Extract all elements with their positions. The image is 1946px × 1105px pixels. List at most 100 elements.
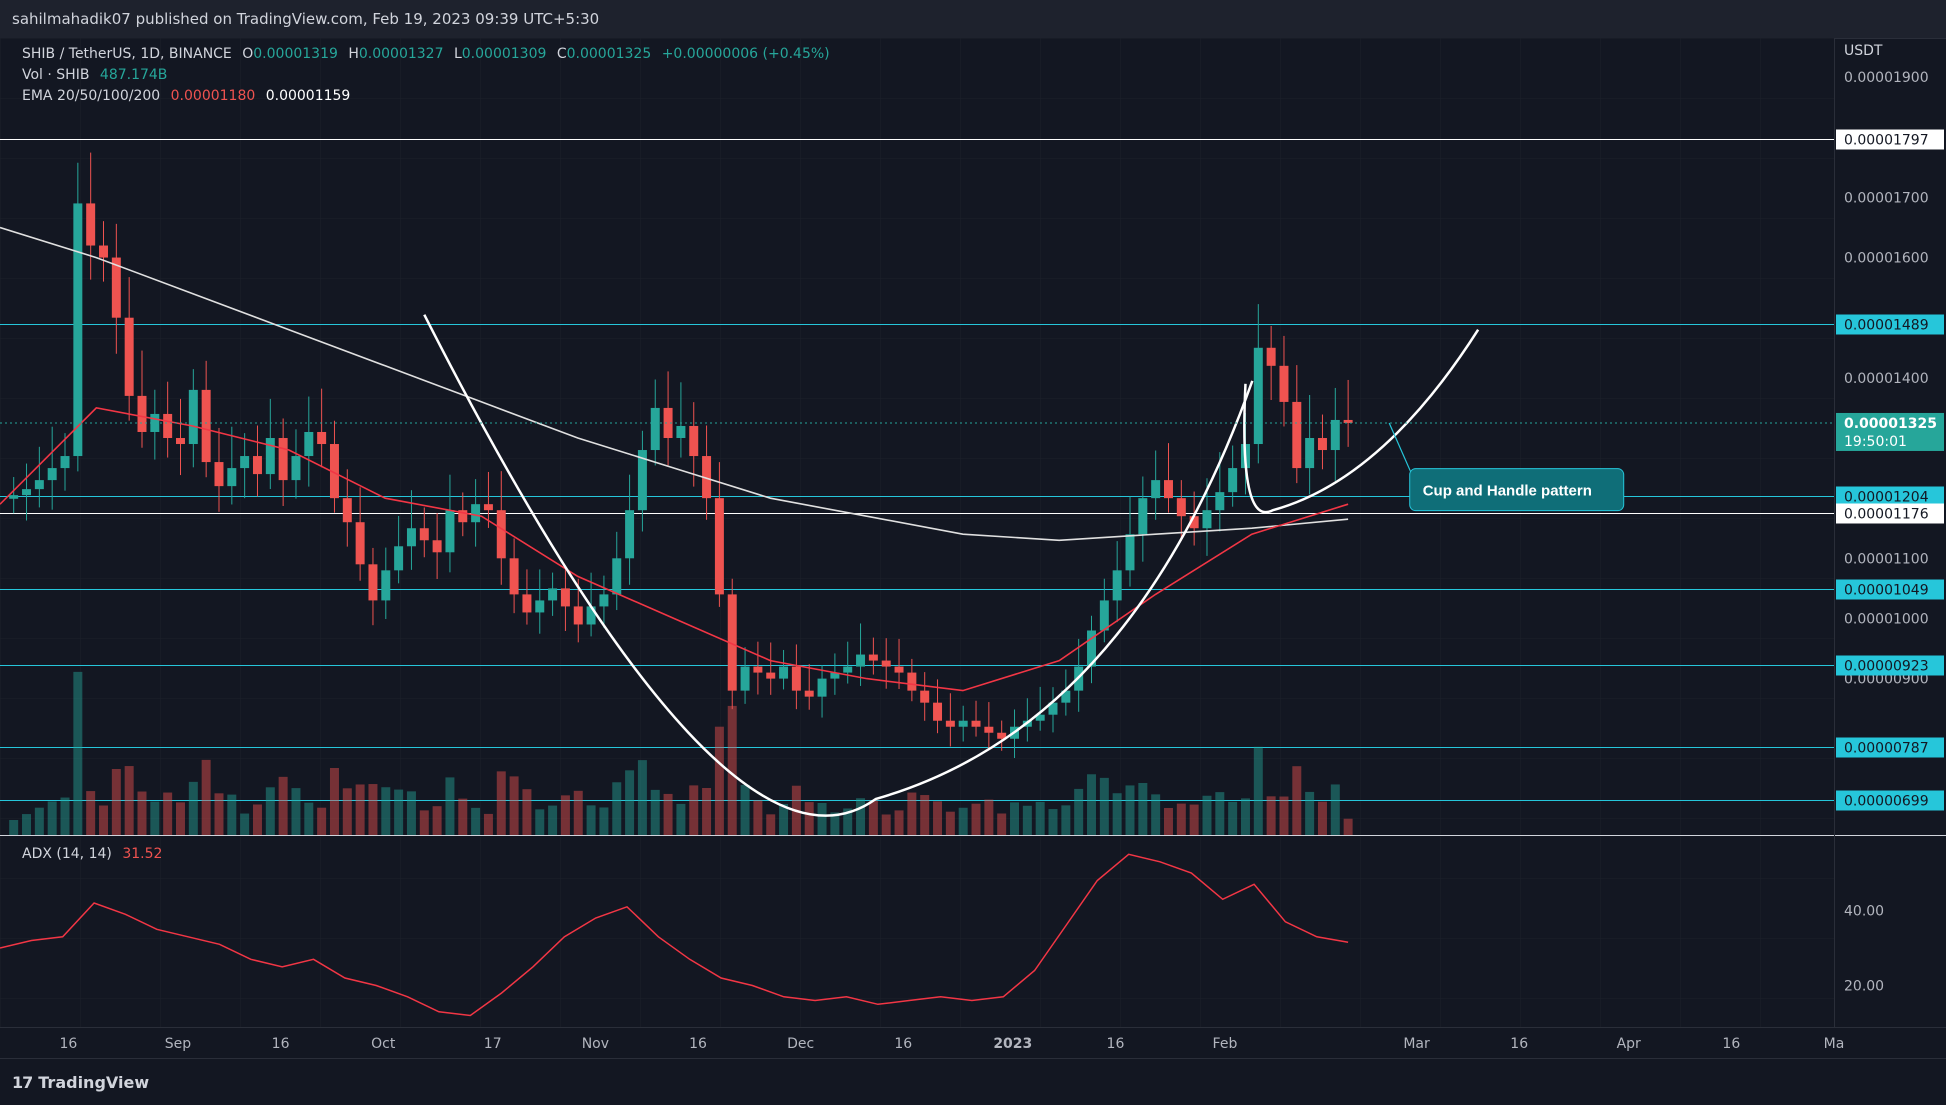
candle-body <box>1035 714 1045 721</box>
callout-box[interactable] <box>1409 468 1625 512</box>
price-level-label: 0.00001204 <box>1844 490 1929 506</box>
candle-body <box>868 654 878 661</box>
time-tick-label: 17 <box>484 1036 502 1052</box>
candle-body <box>381 570 391 601</box>
adx-line <box>0 853 1349 1017</box>
cup-handle-callout[interactable]: Cup and Handle pattern <box>1409 468 1625 512</box>
candle-body <box>560 588 570 607</box>
volume-bar <box>188 781 198 835</box>
volume-bar <box>227 794 237 835</box>
candle-body <box>676 425 686 439</box>
adx-grid <box>0 837 1834 1027</box>
legend-ema-row: EMA 20/50/100/200 0.00001180 0.00001159 <box>22 88 350 104</box>
time-tick-label: 2023 <box>993 1036 1032 1052</box>
candle-body <box>535 600 545 613</box>
volume-bar <box>60 797 70 835</box>
volume-bar <box>329 768 339 835</box>
volume-bar <box>766 814 776 835</box>
low-label: L <box>453 46 462 62</box>
candle-body <box>483 504 493 511</box>
time-axis[interactable]: 16 Sep 16 Oct 17 Nov 16 Dec 16 2023 16 Feb Mar 16 Apr 1… <box>60 1036 1845 1052</box>
volume-bar <box>637 760 647 835</box>
volume-bar <box>1228 801 1238 835</box>
time-tick-label: Sep <box>165 1036 192 1052</box>
price-tick-label: 0.00001700 <box>1844 190 1929 206</box>
volume-bar <box>856 798 866 835</box>
volume-bar <box>1189 804 1199 835</box>
candle-body <box>791 666 801 691</box>
volume-bar <box>740 784 750 835</box>
adx-scale[interactable]: 40.00 20.00 <box>1844 904 1884 995</box>
candle-body <box>1215 492 1225 511</box>
tradingview-logo[interactable]: 17 TradingView <box>12 1073 149 1092</box>
candle-body <box>689 425 699 457</box>
chart-svg[interactable]: Cup and Handle pattern USDT 0.00001900 0.… <box>0 38 1946 1058</box>
candle-body <box>612 558 622 595</box>
legend-adx-row: ADX (14, 14) 31.52 <box>22 846 162 862</box>
candle-body <box>958 720 968 727</box>
volume-bar <box>34 807 44 835</box>
volume-bar <box>509 776 519 835</box>
volume-bar <box>317 807 327 835</box>
volume-bar <box>22 814 32 835</box>
volume-bar <box>650 789 660 835</box>
candle-body <box>419 528 429 541</box>
volume-bar <box>676 803 686 835</box>
candle-body <box>432 540 442 553</box>
adx-label: ADX (14, 14) <box>22 846 112 862</box>
time-tick-label: 16 <box>1722 1036 1740 1052</box>
adx-tick-label: 40.00 <box>1844 904 1884 920</box>
candle-body <box>1228 468 1238 493</box>
volume-label: Vol · SHIB <box>22 67 90 83</box>
volume-bar <box>894 810 904 835</box>
candle-body <box>1125 534 1135 571</box>
volume-bar <box>1099 777 1109 835</box>
candle-body <box>971 720 981 727</box>
volume-bar <box>1240 798 1250 835</box>
candle-body <box>1163 480 1173 499</box>
volume-bar <box>663 793 673 835</box>
volume-bar <box>150 801 160 835</box>
current-price-value: 0.00001325 <box>1844 416 1937 432</box>
candle-body <box>265 438 275 475</box>
candle-body <box>471 504 481 523</box>
candle-body <box>907 672 917 691</box>
candle-body <box>394 546 404 571</box>
candle-body <box>34 480 44 490</box>
candle-body <box>304 431 314 457</box>
volume-bar <box>548 805 558 835</box>
volume-bar <box>355 784 365 835</box>
price-unit: USDT <box>1844 43 1883 59</box>
volume-bar <box>201 759 211 835</box>
price-level-label: 0.00000787 <box>1844 741 1929 757</box>
price-scale[interactable]: USDT 0.00001900 0.00001700 0.00001600 0.000… <box>1844 43 1929 688</box>
volume-bar <box>278 776 288 835</box>
candle-body <box>920 690 930 703</box>
candle-body <box>522 594 532 613</box>
cup-curve[interactable] <box>423 314 1254 817</box>
candle-body <box>586 606 596 625</box>
candle-body <box>111 257 121 318</box>
ema-200-line <box>0 226 1349 542</box>
price-level-tag <box>1836 129 1944 150</box>
volume-bar <box>1061 805 1071 835</box>
price-tick-label: 0.00001900 <box>1844 70 1929 86</box>
volume-bar <box>99 805 108 835</box>
volume-bar <box>47 801 57 835</box>
candle-body <box>496 510 506 559</box>
candle-body <box>252 456 262 475</box>
volume-bar <box>599 807 609 835</box>
candle-body <box>22 489 32 496</box>
volume-bar <box>252 804 262 835</box>
chart-area[interactable]: Cup and Handle pattern USDT 0.00001900 0.… <box>0 38 1946 1058</box>
candle-body <box>227 468 237 487</box>
candle-body <box>1176 498 1186 517</box>
open-label: O <box>242 46 254 62</box>
handle-curve[interactable] <box>1243 329 1480 514</box>
candle-body <box>1292 401 1302 469</box>
current-price-box <box>1836 412 1944 451</box>
candle-body <box>1317 438 1327 451</box>
time-tick-label: Nov <box>582 1036 609 1052</box>
candle-body <box>355 522 365 565</box>
candle-body <box>445 510 455 553</box>
